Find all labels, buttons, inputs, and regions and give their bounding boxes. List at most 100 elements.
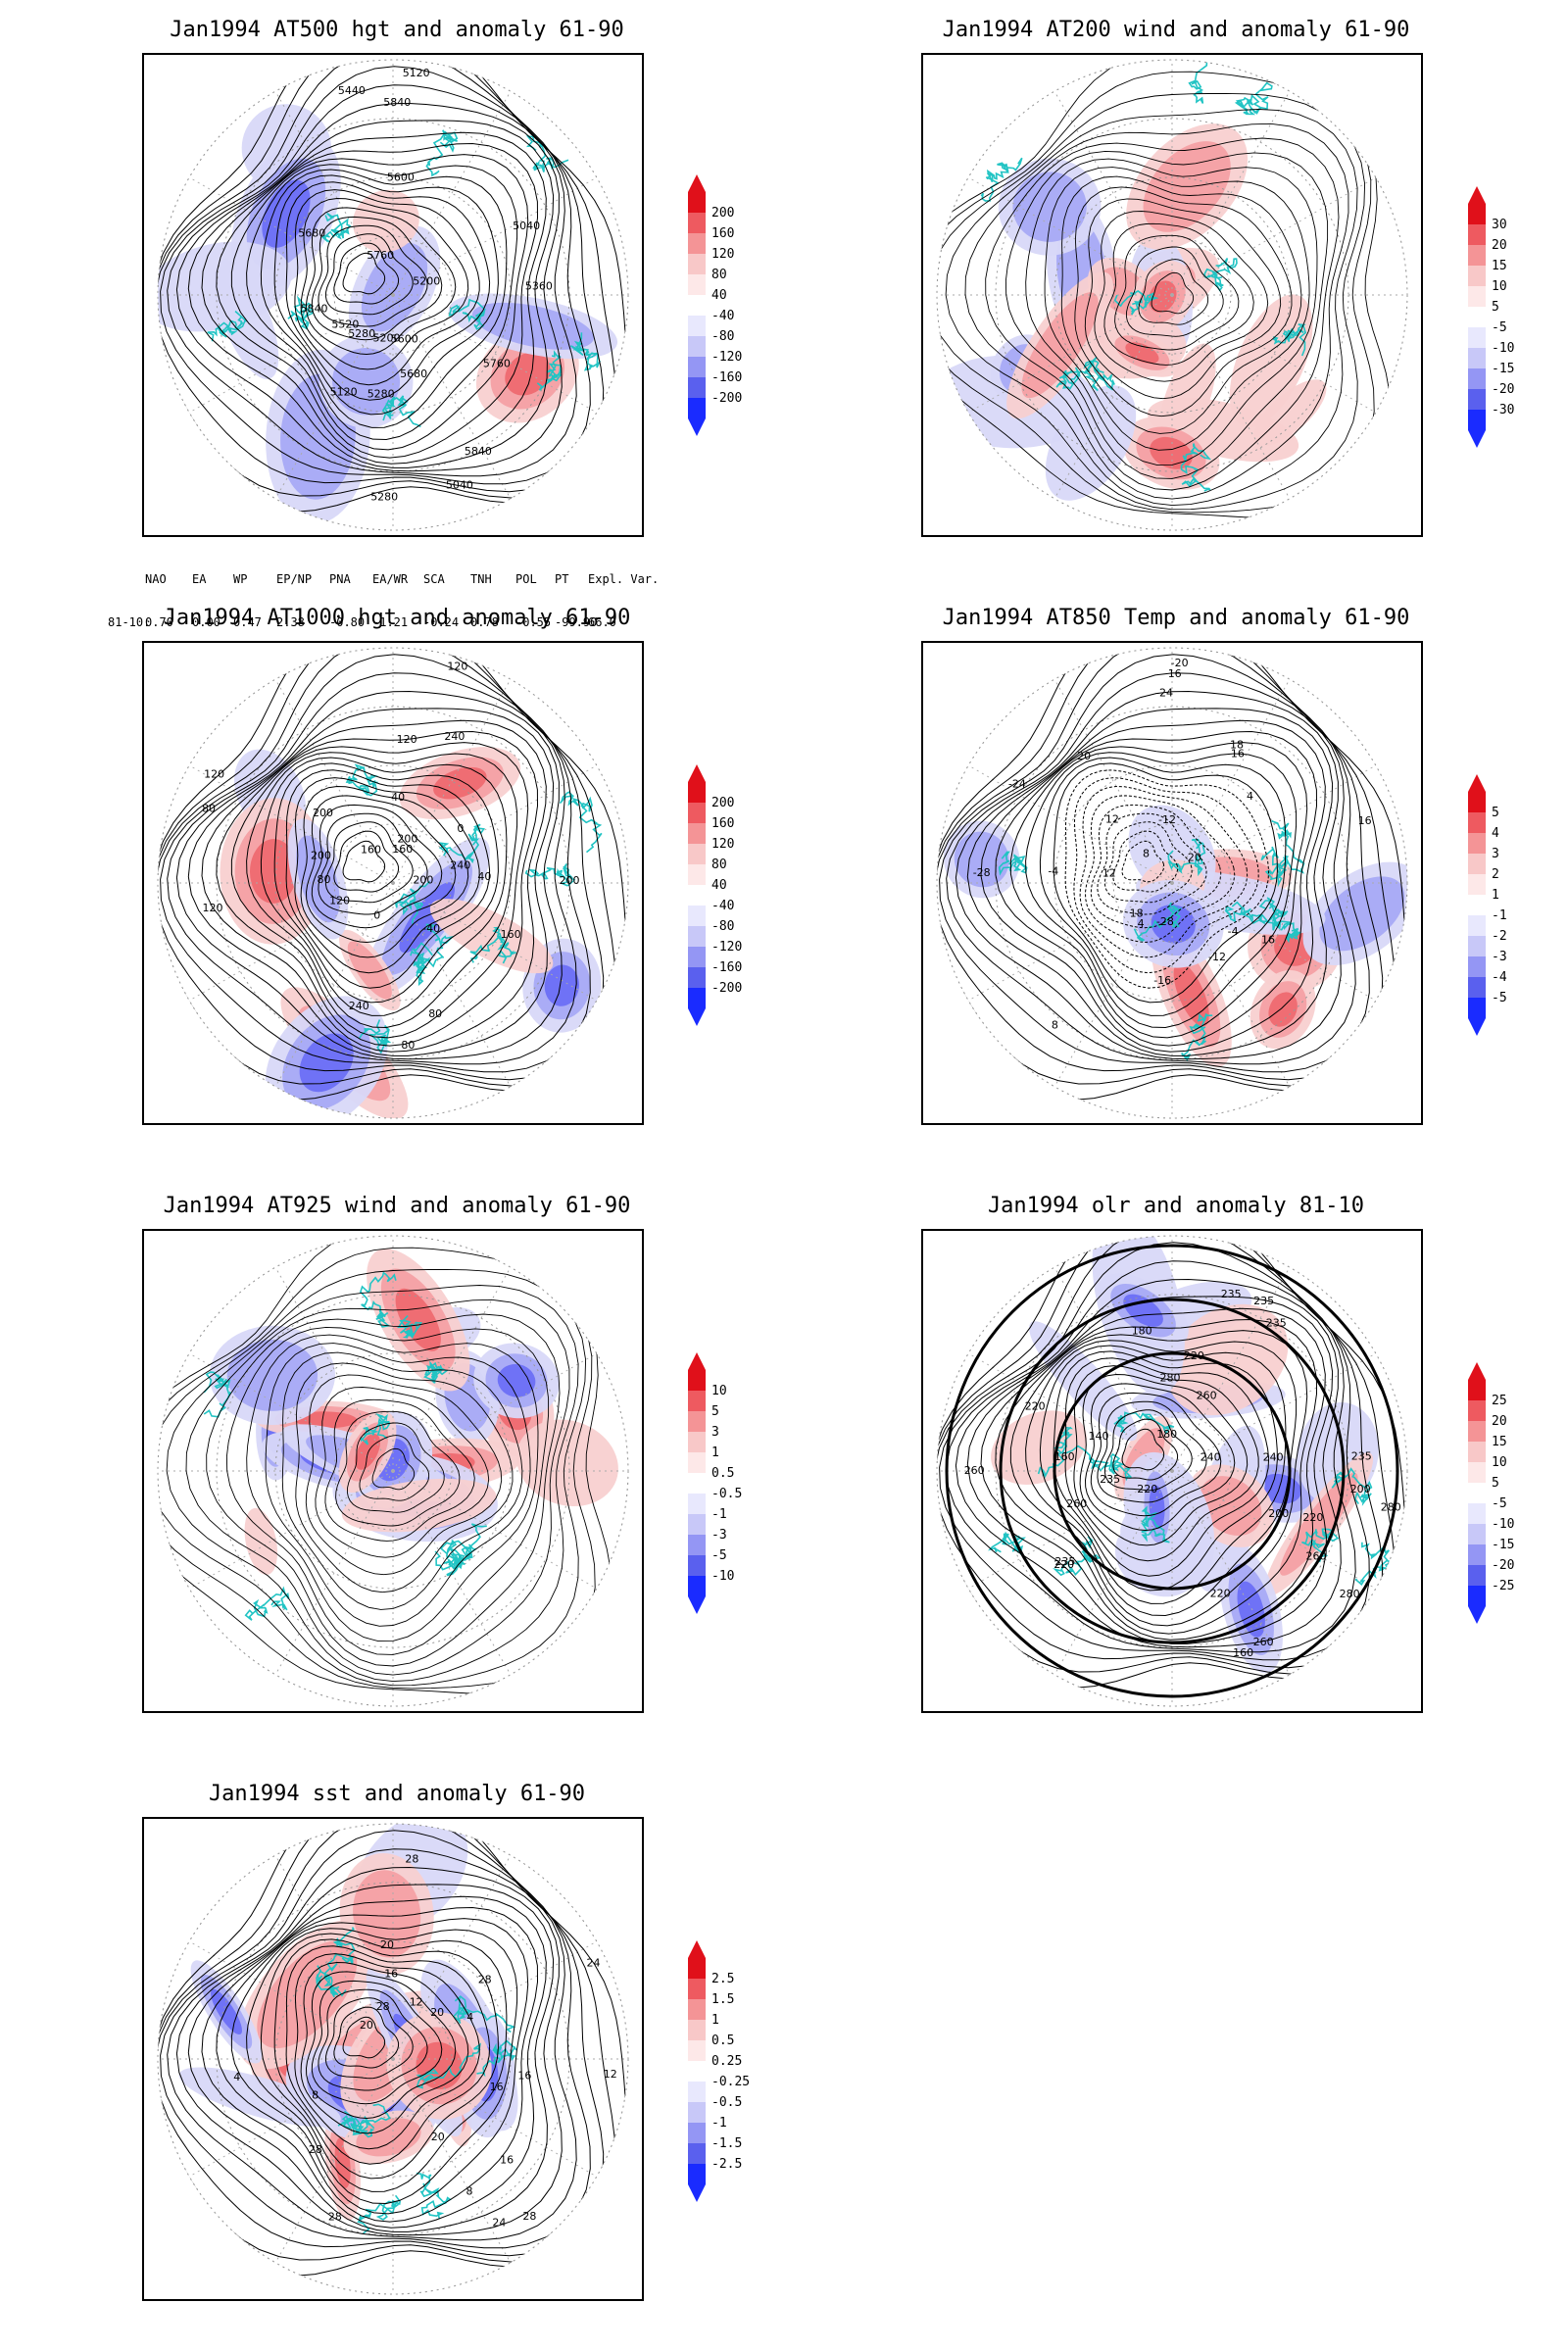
contour-label: 20 bbox=[380, 1938, 394, 1951]
contour-label: 28 bbox=[405, 1853, 418, 1866]
contour-line bbox=[158, 1824, 605, 2257]
meridian bbox=[1171, 882, 1377, 1002]
contour-line bbox=[1090, 804, 1222, 929]
colorbar-tick-label: -15 bbox=[1492, 1538, 1515, 1552]
colorbar-segment bbox=[688, 947, 706, 967]
colorbar-segment bbox=[688, 2020, 706, 2040]
contour-label: 160 bbox=[501, 928, 521, 941]
contour-label: 240 bbox=[1263, 1451, 1284, 1464]
contour-line bbox=[305, 795, 457, 944]
colorbar-segment bbox=[688, 2164, 706, 2184]
contour-label: 5680 bbox=[400, 368, 427, 380]
contour-line bbox=[175, 102, 563, 472]
meridian bbox=[1054, 882, 1173, 1088]
colorbar-tick-label: 20 bbox=[1492, 238, 1507, 253]
map-boundary bbox=[157, 1823, 629, 2295]
meridian bbox=[1171, 882, 1291, 1088]
streamline bbox=[158, 1268, 587, 1687]
contour-line bbox=[324, 233, 414, 316]
contour-label: 235 bbox=[1100, 1473, 1120, 1486]
panel-title: Jan1994 sst and anomaly 61-90 bbox=[208, 1782, 586, 1806]
streamline bbox=[945, 109, 1358, 507]
colorbar-segment bbox=[688, 803, 706, 823]
contour-line bbox=[294, 777, 480, 974]
coastline bbox=[416, 2172, 452, 2220]
colorbar-tick-label: 80 bbox=[711, 268, 727, 282]
colorbar-segment bbox=[688, 274, 706, 295]
contour-label: 5120 bbox=[330, 385, 358, 398]
index-value: -1.21 bbox=[372, 615, 409, 629]
colorbar-arrow-down bbox=[688, 418, 706, 436]
colorbar-segment bbox=[688, 1555, 706, 1576]
colorbar-arrow-up bbox=[688, 174, 706, 192]
contour-label: 5280 bbox=[368, 388, 395, 401]
colorbar-tick-label: -15 bbox=[1492, 362, 1515, 376]
contour-label: 235 bbox=[1266, 1317, 1287, 1330]
contour-label: 4 bbox=[466, 2011, 473, 2024]
index-value: -0.24 bbox=[423, 615, 460, 629]
colorbar-segment bbox=[688, 1979, 706, 1999]
contour-label: 16 bbox=[517, 2069, 531, 2082]
contour-line bbox=[1064, 1357, 1270, 1577]
contour-label: 8 bbox=[466, 2185, 473, 2198]
colorbar-tick-label: 40 bbox=[711, 288, 727, 303]
map-disc bbox=[937, 648, 1407, 1118]
contour-line bbox=[167, 672, 577, 1065]
contour-label: 12 bbox=[604, 2068, 617, 2081]
contour-label: 200 bbox=[313, 807, 333, 819]
meridian bbox=[392, 294, 598, 414]
contour-line bbox=[1009, 742, 1308, 1039]
index-header: EP/NP bbox=[276, 572, 313, 586]
index-header: Expl. Var. bbox=[588, 572, 660, 586]
colorbar-segment bbox=[688, 1535, 706, 1555]
index-header: WP bbox=[233, 572, 248, 586]
contour-line bbox=[318, 224, 428, 327]
colorbar-tick-label: -5 bbox=[711, 1548, 727, 1563]
contour-label: 80 bbox=[428, 1007, 442, 1020]
contour-label: 5280 bbox=[348, 327, 375, 340]
contour-label: 5840 bbox=[465, 445, 492, 458]
contour-line bbox=[305, 207, 457, 356]
colorbar-segment bbox=[1468, 998, 1486, 1018]
coastline bbox=[411, 923, 455, 968]
contour-label: 120 bbox=[204, 767, 224, 780]
index-header: NAO bbox=[145, 572, 167, 586]
contour-line bbox=[160, 66, 591, 485]
colorbar-tick-label: -10 bbox=[1492, 1517, 1515, 1532]
streamline bbox=[335, 1410, 461, 1527]
panel-title: Jan1994 AT500 hgt and anomaly 61-90 bbox=[170, 18, 624, 42]
contour-line bbox=[1112, 830, 1179, 893]
streamline bbox=[185, 1298, 570, 1676]
index-headers: NAO EA WP EP/NP PNA EA/WR SCA TNH POL PT Expl. Var… bbox=[108, 572, 659, 588]
contour-label: 16 bbox=[490, 2081, 504, 2093]
contour-line bbox=[294, 1953, 480, 2150]
contour-label: 4 bbox=[1247, 790, 1253, 803]
colorbar-segment bbox=[688, 823, 706, 844]
colorbar-tick-label: -1 bbox=[711, 2116, 727, 2131]
colorbar-segment bbox=[688, 2102, 706, 2123]
contour-label: 4 bbox=[1138, 917, 1145, 930]
contour-label: 260 bbox=[1306, 1550, 1327, 1563]
contour-line bbox=[333, 2006, 400, 2069]
panel-title: Jan1994 AT925 wind and anomaly 61-90 bbox=[163, 1194, 631, 1218]
contour-label: 120 bbox=[203, 902, 223, 914]
contour-line bbox=[158, 648, 605, 1081]
streamline bbox=[1114, 234, 1240, 351]
map-olr: 220 235 260 280 240 220 235 200 220 235 260 240 160 1… bbox=[921, 1229, 1423, 1713]
coastline bbox=[321, 212, 352, 243]
colorbar-segment bbox=[1468, 792, 1486, 812]
colorbar-tick-label: -120 bbox=[711, 350, 743, 365]
streamline bbox=[1074, 186, 1293, 417]
index-header: TNH bbox=[470, 572, 492, 586]
contour-line bbox=[1053, 762, 1278, 1004]
contour-line bbox=[1084, 795, 1236, 944]
map-disc bbox=[158, 1236, 628, 1706]
contour-label: 5600 bbox=[391, 332, 418, 345]
contour-line bbox=[260, 757, 508, 1016]
contour-label: 220 bbox=[1184, 1349, 1204, 1362]
colorbar-tick-label: -80 bbox=[711, 329, 735, 344]
contour-line bbox=[995, 730, 1318, 1047]
colorbar-tick-label: 200 bbox=[711, 206, 735, 220]
contour-line bbox=[187, 1884, 555, 2232]
colorbar-tick-label: 5 bbox=[1492, 1476, 1499, 1491]
